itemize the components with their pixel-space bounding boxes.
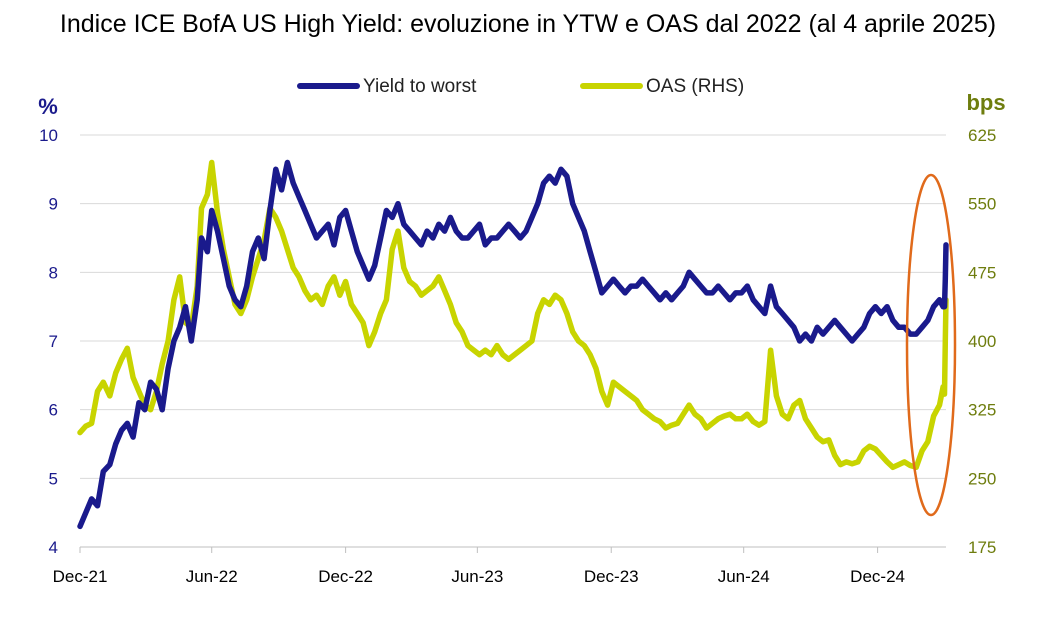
x-axis-tick-label: Jun-23 bbox=[451, 567, 503, 586]
ytw-series-line bbox=[77, 159, 949, 530]
x-axis-tick-label: Dec-23 bbox=[584, 567, 639, 586]
left-axis-tick-label: 5 bbox=[49, 469, 58, 488]
x-axis-tick-label: Jun-24 bbox=[718, 567, 770, 586]
legend: Yield to worst OAS (RHS) bbox=[297, 76, 744, 97]
highlight-ellipse bbox=[905, 173, 957, 517]
gridlines bbox=[79, 134, 946, 553]
right-axis-tick-label: 325 bbox=[968, 401, 996, 420]
legend-label-oas: OAS (RHS) bbox=[646, 76, 744, 97]
oas-series-line bbox=[77, 159, 949, 471]
right-axis-tick-label: 475 bbox=[968, 263, 996, 282]
x-axis-tick-label: Dec-22 bbox=[318, 567, 373, 586]
right-axis-tick-label: 400 bbox=[968, 332, 996, 351]
right-axis-tick-label: 625 bbox=[968, 126, 996, 145]
plot-area: 4 5 6 7 8 9 10 175 250 325 400 475 550 625 Dec-21 Jun-2… bbox=[39, 126, 996, 586]
right-axis-tick-label: 175 bbox=[968, 538, 996, 557]
left-axis-tick-label: 9 bbox=[49, 195, 58, 214]
right-axis-tick-label: 550 bbox=[968, 195, 996, 214]
right-axis-unit-label: bps bbox=[966, 90, 1005, 115]
left-axis-tick-label: 8 bbox=[49, 263, 58, 282]
left-axis-tick-label: 4 bbox=[49, 538, 58, 557]
right-axis-tick-label: 250 bbox=[968, 469, 996, 488]
chart-title: Indice ICE BofA US High Yield: evoluzion… bbox=[59, 10, 997, 38]
x-axis-tick-label: Jun-22 bbox=[186, 567, 238, 586]
x-axis-tick-label: Dec-24 bbox=[850, 567, 905, 586]
left-axis-tick-label: 7 bbox=[49, 332, 58, 351]
left-axis-unit-label: % bbox=[38, 94, 58, 119]
x-axis-tick-label: Dec-21 bbox=[53, 567, 108, 586]
legend-label-ytw: Yield to worst bbox=[363, 76, 477, 97]
left-axis-tick-label: 6 bbox=[49, 401, 58, 420]
left-axis-tick-label: 10 bbox=[39, 126, 58, 145]
